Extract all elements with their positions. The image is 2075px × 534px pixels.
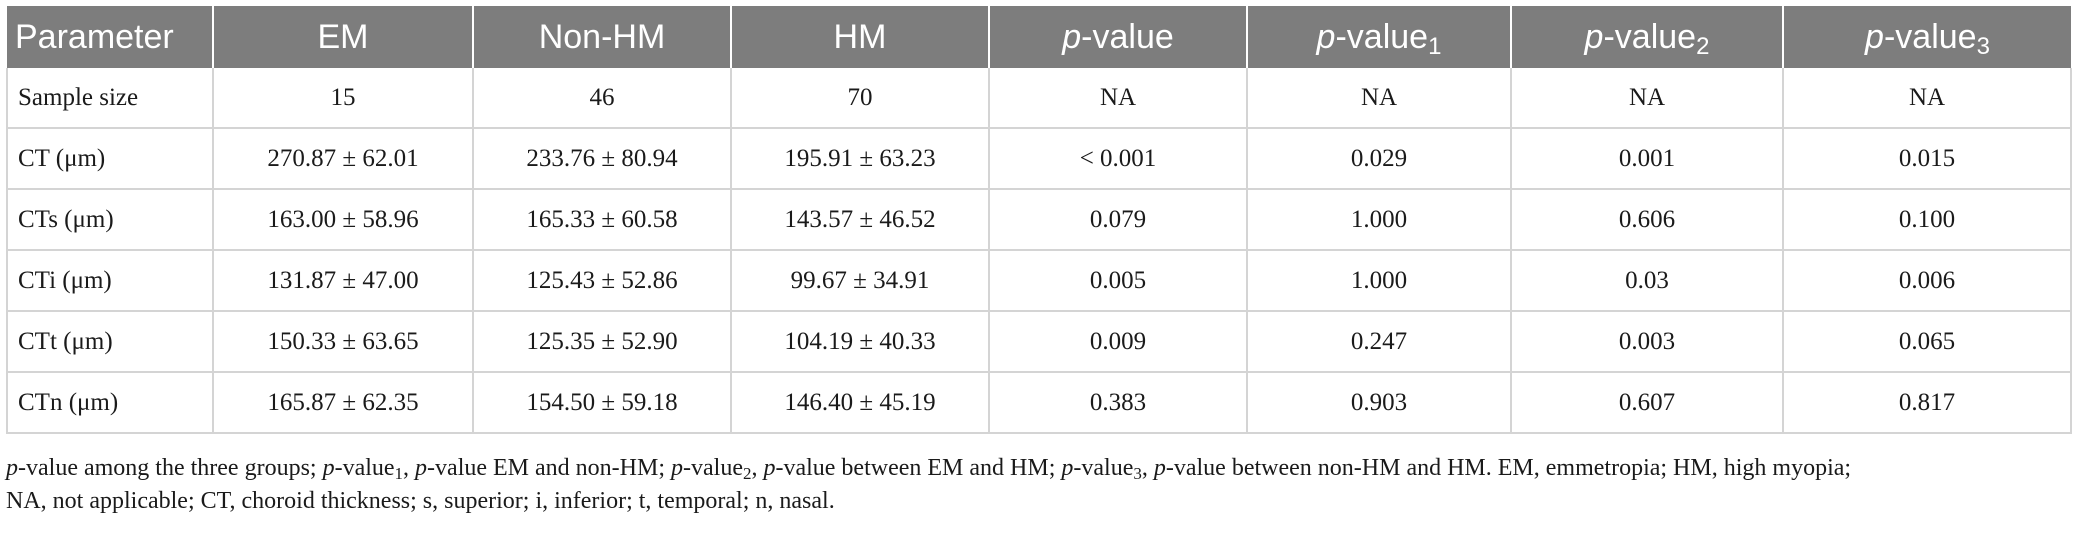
footnote-p-italic: p <box>1153 455 1166 481</box>
cell-p-value-3: 0.006 <box>1783 250 2072 312</box>
cell-p-value-2: 0.606 <box>1511 189 1784 251</box>
header-hm: HM <box>731 6 990 68</box>
cell-parameter: CTt (μm) <box>6 311 214 373</box>
cell-non-hm: 46 <box>473 68 732 129</box>
footnote-line-2: NA, not applicable; CT, choroid thicknes… <box>6 488 835 514</box>
header-p-value-text: -value <box>1081 17 1174 56</box>
cell-p-value-2: 0.03 <box>1511 250 1784 312</box>
footnote-subscript-3: 3 <box>1133 464 1142 483</box>
cell-p-value-1: 1.000 <box>1247 189 1512 251</box>
header-non-hm: Non-HM <box>473 6 732 68</box>
cell-parameter: CT (μm) <box>6 128 214 190</box>
cell-non-hm: 154.50 ± 59.18 <box>473 372 732 434</box>
footnote-p-italic: p <box>322 455 335 481</box>
table-row: CT (μm) 270.87 ± 62.01 233.76 ± 80.94 19… <box>6 128 2072 190</box>
table-footnote: p-value among the three groups; p-value1… <box>6 452 2070 518</box>
footnote-line-1: p-value among the three groups; p-value1… <box>6 452 2070 485</box>
header-subscript-3: 3 <box>1976 32 1990 60</box>
cell-p-value-2: 0.001 <box>1511 128 1784 190</box>
cell-parameter: CTn (μm) <box>6 372 214 434</box>
cell-parameter: Sample size <box>6 68 214 129</box>
cell-non-hm: 233.76 ± 80.94 <box>473 128 732 190</box>
cell-non-hm: 165.33 ± 60.58 <box>473 189 732 251</box>
footnote-p-italic: p <box>1061 455 1074 481</box>
table-row: Sample size 15 46 70 NA NA NA NA <box>6 68 2072 129</box>
cell-parameter: CTi (μm) <box>6 250 214 312</box>
cell-em: 270.87 ± 62.01 <box>213 128 474 190</box>
header-p-italic: p <box>1865 17 1884 56</box>
cell-hm: 99.67 ± 34.91 <box>731 250 990 312</box>
footnote-subscript-1: 1 <box>394 464 404 483</box>
cell-non-hm: 125.35 ± 52.90 <box>473 311 732 373</box>
footnote-p-italic: p <box>6 455 18 481</box>
cell-p-value-2: 0.003 <box>1511 311 1784 373</box>
footnote-text: , <box>403 455 416 481</box>
table-row: CTn (μm) 165.87 ± 62.35 154.50 ± 59.18 1… <box>6 372 2072 434</box>
header-p-value-3: p-value3 <box>1783 6 2071 68</box>
cell-p-value: < 0.001 <box>989 128 1248 190</box>
cell-p-value-1: 0.029 <box>1247 128 1512 190</box>
header-p-value-2: p-value2 <box>1511 6 1784 68</box>
footnote-text: , <box>1141 455 1154 481</box>
cell-p-value: NA <box>989 68 1248 129</box>
cell-em: 15 <box>213 68 474 129</box>
cell-p-value-3: 0.065 <box>1783 311 2072 373</box>
header-subscript-1: 1 <box>1428 32 1442 60</box>
cell-p-value-1: 1.000 <box>1247 250 1512 312</box>
footnote-p-italic: p <box>415 455 428 481</box>
cell-em: 150.33 ± 63.65 <box>213 311 474 373</box>
table-header-row: Parameter EM Non-HM HM p-value p-value1 … <box>7 6 2071 68</box>
cell-p-value-2: 0.607 <box>1511 372 1784 434</box>
header-p-value: p-value <box>989 6 1248 68</box>
cell-non-hm: 125.43 ± 52.86 <box>473 250 732 312</box>
table-container: Parameter EM Non-HM HM p-value p-value1 … <box>6 6 2072 518</box>
footnote-subscript-2: 2 <box>742 464 752 483</box>
footnote-text: , <box>751 455 764 481</box>
cell-p-value-3: 0.100 <box>1783 189 2072 251</box>
footnote-text: -value <box>683 455 743 481</box>
cell-p-value: 0.005 <box>989 250 1248 312</box>
cell-p-value: 0.383 <box>989 372 1248 434</box>
footnote-text: -value EM and non-HM; <box>427 455 671 481</box>
cell-p-value-1: NA <box>1247 68 1512 129</box>
cell-hm: 143.57 ± 46.52 <box>731 189 990 251</box>
footnote-p-italic: p <box>763 455 776 481</box>
cell-hm: 146.40 ± 45.19 <box>731 372 990 434</box>
header-p-italic: p <box>1316 17 1336 56</box>
header-p-value-text: -value <box>1335 17 1429 56</box>
cell-p-value-2: NA <box>1511 68 1784 129</box>
cell-em: 163.00 ± 58.96 <box>213 189 474 251</box>
footnote-text: -value between non-HM and HM. EM, emmetr… <box>1165 455 1852 481</box>
footnote-text: -value <box>1073 455 1134 481</box>
cell-hm: 70 <box>731 68 990 129</box>
header-p-value-text: -value <box>1603 17 1697 56</box>
cell-p-value: 0.009 <box>989 311 1248 373</box>
footnote-p-italic: p <box>671 455 683 481</box>
table-row: CTi (μm) 131.87 ± 47.00 125.43 ± 52.86 9… <box>6 250 2072 312</box>
header-p-italic: p <box>1062 17 1082 56</box>
header-em: EM <box>213 6 474 68</box>
footnote-text: -value between EM and HM; <box>775 455 1062 481</box>
header-p-value-text: -value <box>1883 17 1977 56</box>
header-subscript-2: 2 <box>1696 32 1710 60</box>
data-table: Parameter EM Non-HM HM p-value p-value1 … <box>6 6 2072 434</box>
cell-em: 131.87 ± 47.00 <box>213 250 474 312</box>
cell-p-value-3: 0.817 <box>1783 372 2072 434</box>
footnote-text: -value <box>334 455 395 481</box>
cell-p-value: 0.079 <box>989 189 1248 251</box>
footnote-text: -value among the three groups; <box>18 455 323 481</box>
cell-p-value-1: 0.247 <box>1247 311 1512 373</box>
header-p-value-1: p-value1 <box>1247 6 1512 68</box>
header-parameter: Parameter <box>7 6 214 68</box>
table-row: CTt (μm) 150.33 ± 63.65 125.35 ± 52.90 1… <box>6 311 2072 373</box>
cell-p-value-3: NA <box>1783 68 2072 129</box>
cell-parameter: CTs (μm) <box>6 189 214 251</box>
cell-hm: 104.19 ± 40.33 <box>731 311 990 373</box>
cell-hm: 195.91 ± 63.23 <box>731 128 990 190</box>
header-p-italic: p <box>1584 17 1604 56</box>
cell-p-value-3: 0.015 <box>1783 128 2072 190</box>
cell-em: 165.87 ± 62.35 <box>213 372 474 434</box>
cell-p-value-1: 0.903 <box>1247 372 1512 434</box>
table-row: CTs (μm) 163.00 ± 58.96 165.33 ± 60.58 1… <box>6 189 2072 251</box>
